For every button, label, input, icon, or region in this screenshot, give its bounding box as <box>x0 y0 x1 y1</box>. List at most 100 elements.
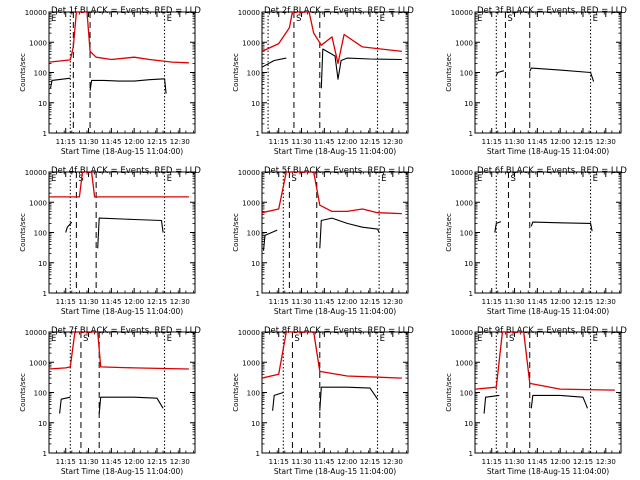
x-axis-label: Start Time (18-Aug-15 11:04:00) <box>61 147 183 156</box>
x-axis-label: Start Time (18-Aug-15 11:04:00) <box>274 467 396 476</box>
chart-panel-9: Det 9f BLACK = Events, RED = LLD 1 10 100 10… <box>445 326 627 476</box>
x-tick-label: 11:30 <box>78 298 98 306</box>
y-axis-label: Counts/sec <box>445 373 453 412</box>
chart-panel-5: Det 5f BLACK = Events, RED = LLD 1 10 100 10… <box>232 166 414 316</box>
y-axis-label: Counts/sec <box>19 373 27 412</box>
series-events-line <box>49 77 167 94</box>
plot-frame <box>48 171 196 294</box>
x-tick-label: 12:30 <box>383 138 403 146</box>
x-tick-label: 11:15 <box>269 138 289 146</box>
y-axis-label: Counts/sec <box>19 53 27 92</box>
x-tick-label: 12:30 <box>596 458 616 466</box>
x-tick-label: 11:15 <box>269 298 289 306</box>
y-tick-label: 1 <box>469 130 473 138</box>
x-tick-label: 12:30 <box>383 458 403 466</box>
series-group <box>49 332 189 414</box>
marker-label: E <box>477 174 482 184</box>
x-axis-label: Start Time (18-Aug-15 11:04:00) <box>274 147 396 156</box>
y-tick-label: 1000 <box>455 199 473 207</box>
x-tick-label: 12:15 <box>573 298 593 306</box>
x-axis-label: Start Time (18-Aug-15 11:04:00) <box>61 307 183 316</box>
x-tick-label: 11:30 <box>504 458 524 466</box>
x-tick-label: 12:00 <box>124 138 144 146</box>
y-tick-label: 10000 <box>238 329 260 337</box>
x-tick-label: 12:15 <box>360 138 380 146</box>
x-tick-label: 12:00 <box>550 138 570 146</box>
x-tick-label: 11:15 <box>56 138 76 146</box>
marker-label: E <box>477 334 482 344</box>
y-tick-label: 1000 <box>29 359 47 367</box>
plot-frame <box>474 171 622 294</box>
marker-label: E <box>167 174 172 184</box>
series-group <box>262 12 402 89</box>
x-tick-label: 12:15 <box>360 458 380 466</box>
y-tick-label: 1000 <box>29 199 47 207</box>
y-tick-label: 10000 <box>25 9 47 17</box>
x-tick-label: 11:15 <box>482 298 502 306</box>
y-tick-label: 10000 <box>25 169 47 177</box>
x-tick-label: 12:15 <box>573 138 593 146</box>
series-lld-line <box>262 332 402 379</box>
y-axis-label: Counts/sec <box>232 373 240 412</box>
y-tick-label: 10 <box>38 100 47 108</box>
x-tick-label: 12:15 <box>147 298 167 306</box>
x-tick-label: 11:30 <box>291 298 311 306</box>
marker-label: S <box>83 334 88 344</box>
y-tick-label: 1000 <box>242 359 260 367</box>
y-tick-label: 10 <box>464 420 473 428</box>
series-lld-line <box>49 172 189 198</box>
x-tick-label: 11:45 <box>101 458 121 466</box>
x-tick-label: 12:00 <box>337 298 357 306</box>
x-tick-label: 11:30 <box>504 298 524 306</box>
y-tick-label: 1 <box>256 290 260 298</box>
series-events-line <box>262 48 402 89</box>
series-lld-line <box>475 332 615 391</box>
x-tick-label: 12:00 <box>124 298 144 306</box>
y-tick-label: 10 <box>38 260 47 268</box>
marker-label: E <box>51 14 56 24</box>
plot-frame <box>261 171 409 294</box>
x-tick-label: 11:15 <box>56 458 76 466</box>
x-tick-label: 12:30 <box>596 298 616 306</box>
x-tick-label: 11:45 <box>314 298 334 306</box>
chart-panel-7: Det 7f BLACK = Events, RED = LLD 1 10 100 10… <box>19 326 201 476</box>
y-tick-label: 10 <box>251 100 260 108</box>
y-tick-label: 100 <box>34 230 47 238</box>
x-tick-label: 11:45 <box>527 458 547 466</box>
x-axis-label: Start Time (18-Aug-15 11:04:00) <box>274 307 396 316</box>
series-group <box>495 67 595 82</box>
chart-title: Det 6f BLACK = Events, RED = LLD <box>477 166 627 176</box>
x-tick-label: 11:45 <box>314 458 334 466</box>
series-lld-line <box>262 12 402 65</box>
y-tick-label: 1000 <box>242 39 260 47</box>
marker-label: E <box>167 334 172 344</box>
x-tick-label: 11:30 <box>291 138 311 146</box>
y-tick-label: 1000 <box>455 359 473 367</box>
y-tick-label: 10 <box>38 420 47 428</box>
y-tick-label: 100 <box>247 70 260 78</box>
series-group <box>475 332 615 414</box>
y-tick-label: 1000 <box>29 39 47 47</box>
x-tick-label: 12:00 <box>550 298 570 306</box>
marker-label: S <box>509 334 514 344</box>
chart-panel-2: Det 2f BLACK = Events, RED = LLD 1 10 100 10… <box>232 6 414 156</box>
y-tick-label: 100 <box>460 390 473 398</box>
marker-label: E <box>593 14 598 24</box>
marker-label: S <box>294 334 299 344</box>
chart-title: Det 1f BLACK = Events, RED = LLD <box>51 6 201 16</box>
chart-title: Det 9f BLACK = Events, RED = LLD <box>477 326 627 336</box>
chart-panel-4: Det 4f BLACK = Events, RED = LLD 1 10 100 10… <box>19 166 201 316</box>
marker-label: E <box>380 334 385 344</box>
chart-panel-6: Det 6f BLACK = Events, RED = LLD 1 10 100 10… <box>445 166 627 316</box>
x-tick-label: 11:15 <box>56 298 76 306</box>
marker-label: E <box>593 334 598 344</box>
y-axis-label: Counts/sec <box>445 53 453 92</box>
x-tick-label: 11:45 <box>527 298 547 306</box>
y-tick-label: 10 <box>251 420 260 428</box>
series-events-line <box>59 396 164 414</box>
y-tick-label: 10000 <box>238 9 260 17</box>
marker-label: S <box>507 14 512 24</box>
chart-title: Det 2f BLACK = Events, RED = LLD <box>264 6 414 16</box>
chart-title: Det 4f BLACK = Events, RED = LLD <box>51 166 201 176</box>
